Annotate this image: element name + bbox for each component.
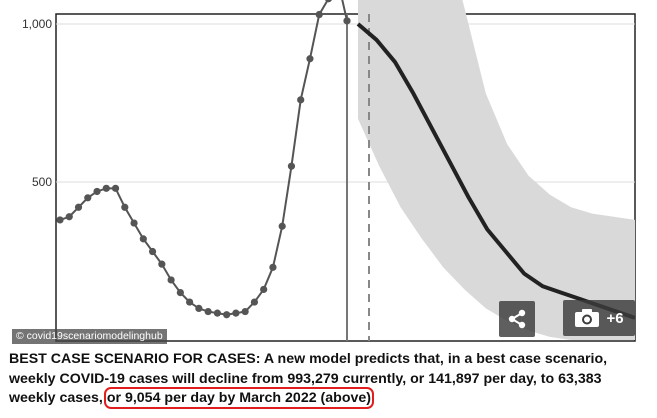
observed-point bbox=[325, 0, 332, 3]
observed-point bbox=[65, 213, 73, 221]
observed-point bbox=[102, 184, 110, 192]
observed-point bbox=[84, 194, 92, 202]
observed-point bbox=[204, 307, 212, 316]
observed-point bbox=[213, 309, 221, 317]
article-caption: BEST CASE SCENARIO FOR CASES: A new mode… bbox=[9, 350, 649, 409]
observed-point bbox=[56, 216, 64, 224]
observed-point bbox=[315, 10, 323, 19]
observed-point bbox=[223, 311, 231, 319]
observed-point bbox=[167, 276, 175, 284]
observed-series bbox=[56, 0, 351, 319]
y-tick-label: 1,000 bbox=[22, 17, 52, 31]
y-tick-label: 500 bbox=[32, 175, 52, 189]
observed-point bbox=[260, 285, 268, 294]
observed-point bbox=[306, 55, 314, 63]
share-icon bbox=[508, 309, 526, 329]
credit-label: © covid19scenariomodelinghub bbox=[12, 329, 167, 344]
caption-highlight: or 9,054 per day by March 2022 (above) bbox=[103, 387, 375, 409]
observed-point bbox=[93, 187, 101, 196]
observed-point bbox=[158, 260, 166, 268]
observed-point bbox=[176, 289, 184, 297]
observed-point bbox=[111, 184, 120, 192]
observed-point bbox=[195, 304, 203, 312]
projection-band-layer bbox=[358, 0, 635, 340]
observed-point bbox=[130, 219, 138, 227]
observed-point bbox=[186, 298, 194, 306]
observed-point bbox=[269, 263, 277, 271]
observed-point bbox=[232, 309, 240, 317]
observed-point bbox=[287, 162, 296, 170]
caption-text: BEST CASE SCENARIO FOR CASES: A new mode… bbox=[9, 351, 608, 406]
observed-point bbox=[278, 222, 286, 230]
observed-point bbox=[250, 298, 259, 306]
camera-icon bbox=[575, 309, 600, 327]
observed-point bbox=[139, 235, 147, 243]
observed-point bbox=[74, 203, 83, 211]
observed-point bbox=[343, 17, 351, 25]
observed-point bbox=[297, 96, 305, 104]
photo-count: +6 bbox=[606, 309, 624, 327]
observed-point bbox=[121, 203, 129, 211]
uncertainty-band bbox=[358, 0, 635, 340]
observed-point bbox=[241, 307, 249, 316]
gallery-button[interactable]: +6 bbox=[563, 300, 635, 336]
observed-point bbox=[148, 247, 157, 256]
share-button[interactable] bbox=[499, 301, 535, 337]
